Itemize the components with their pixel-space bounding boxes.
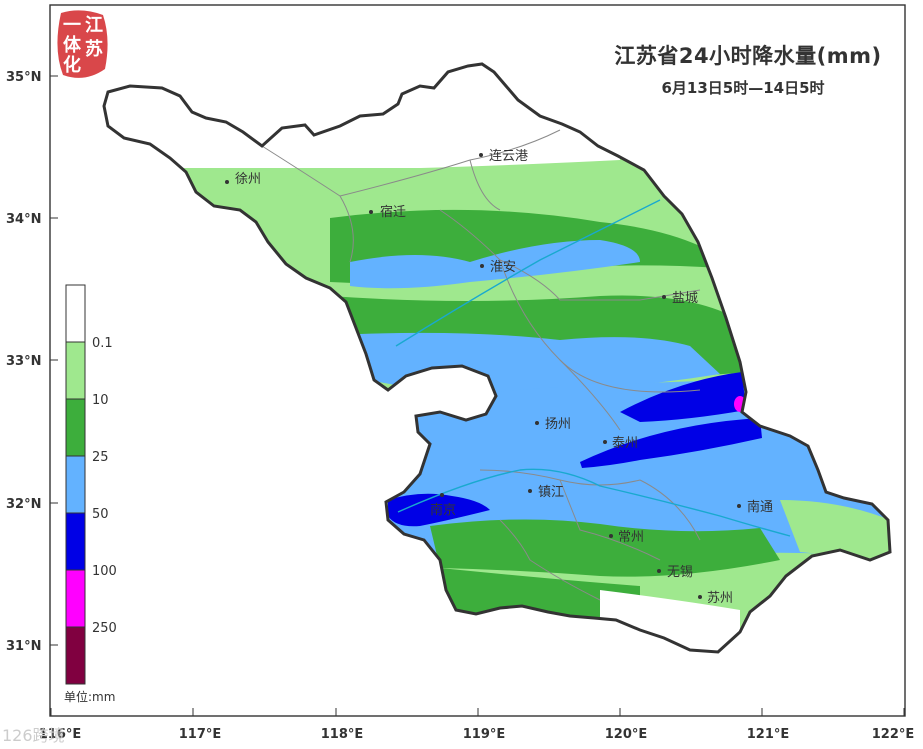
city-dot-taizhou <box>603 440 607 444</box>
lon-tick-label: 122°E <box>872 727 915 742</box>
city-dot-wuxi <box>657 569 661 573</box>
legend-swatch <box>65 455 86 514</box>
legend-label: 100 <box>92 564 117 579</box>
city-dot-yangzhou <box>535 421 539 425</box>
city-label: 宿迁 <box>380 204 406 220</box>
city-label: 连云港 <box>489 148 528 164</box>
city-labels: 徐州 连云港 宿迁 淮安 盐城 扬州 泰州 镇江 南京 南通 常州 无锡 苏州 <box>235 148 773 606</box>
lon-tick-label: 116°E <box>39 727 82 742</box>
huai-river <box>395 199 661 347</box>
city-dot-suzhou <box>698 595 702 599</box>
lon-axis: 116°E 117°E 118°E 119°E 120°E 121°E 122°… <box>39 708 915 742</box>
lon-tick-label: 120°E <box>605 727 648 742</box>
legend-label: 0.1 <box>92 336 113 351</box>
rain-50-band-1 <box>350 240 640 289</box>
lat-axis: 35°N 34°N 33°N 32°N 31°N <box>6 70 58 654</box>
city-dot-lianyungang <box>479 153 483 157</box>
city-dot-zhenjiang <box>528 489 532 493</box>
logo-blob-icon <box>57 10 108 78</box>
lat-tick-label: 32°N <box>6 497 41 512</box>
watermark: 126跨境 <box>2 726 65 745</box>
logo-char: 体 <box>63 35 81 56</box>
lat-tick-label: 35°N <box>6 70 41 85</box>
city-dot-suqian <box>369 210 373 214</box>
lat-tick-label: 33°N <box>6 354 41 369</box>
city-dot-xuzhou <box>225 180 229 184</box>
city-label: 无锡 <box>667 565 693 580</box>
rain-10-25-east-tip <box>780 500 890 560</box>
legend-swatch <box>65 626 86 685</box>
city-label: 苏州 <box>707 590 733 606</box>
city-label: 徐州 <box>235 172 261 187</box>
legend-swatch <box>65 341 86 400</box>
legend-swatch <box>65 284 86 343</box>
rivers <box>395 199 791 537</box>
city-dot-yancheng <box>662 295 666 299</box>
rain-25-band-south <box>430 519 780 577</box>
logo-char: 江 <box>85 15 103 36</box>
city-dot-huaian <box>480 264 484 268</box>
rain-100-band-east <box>620 372 746 422</box>
city-label: 南通 <box>747 499 773 515</box>
city-dot-nantong <box>737 504 741 508</box>
city-label: 淮安 <box>490 260 516 275</box>
lon-tick-label: 119°E <box>463 727 506 742</box>
legend-swatch <box>65 512 86 571</box>
lat-tick-label: 34°N <box>6 212 41 227</box>
city-markers <box>225 153 741 599</box>
legend-label: 10 <box>92 393 109 408</box>
logo-char: 苏 <box>85 39 103 60</box>
rain-100-nanjing <box>388 493 490 527</box>
lon-tick-label: 121°E <box>747 727 790 742</box>
legend-label: 50 <box>92 507 109 522</box>
rain-100-band-taizhou <box>580 418 762 468</box>
lon-tick-label: 118°E <box>321 727 364 742</box>
legend-swatch <box>65 569 86 628</box>
city-label: 盐城 <box>672 291 698 306</box>
city-label: 扬州 <box>545 417 571 432</box>
city-label: 泰州 <box>612 436 638 451</box>
city-dot-nanjing <box>440 493 444 497</box>
legend: 0.1 10 25 50 100 250 <box>65 284 117 685</box>
city-label: 南京 <box>430 502 456 518</box>
lon-tick-label: 117°E <box>179 727 222 742</box>
legend-label: 25 <box>92 450 109 465</box>
city-label: 镇江 <box>538 485 564 500</box>
lat-tick-label: 31°N <box>6 639 41 654</box>
city-label: 常州 <box>618 530 644 545</box>
map-title: 江苏省24小时降水量(mm) <box>614 44 882 68</box>
map-subtitle: 6月13日5时—14日5时 <box>661 79 825 97</box>
logo-char: 化 <box>63 55 81 76</box>
yangtze-river <box>397 468 791 537</box>
legend-label: 250 <box>92 621 117 636</box>
jiangsu-logo: 江 苏 一 体 化 <box>55 9 109 81</box>
legend-swatch <box>65 398 86 457</box>
city-dot-changzhou <box>609 534 613 538</box>
legend-unit-label: 单位:mm <box>64 690 116 704</box>
logo-char: 一 <box>63 15 81 36</box>
